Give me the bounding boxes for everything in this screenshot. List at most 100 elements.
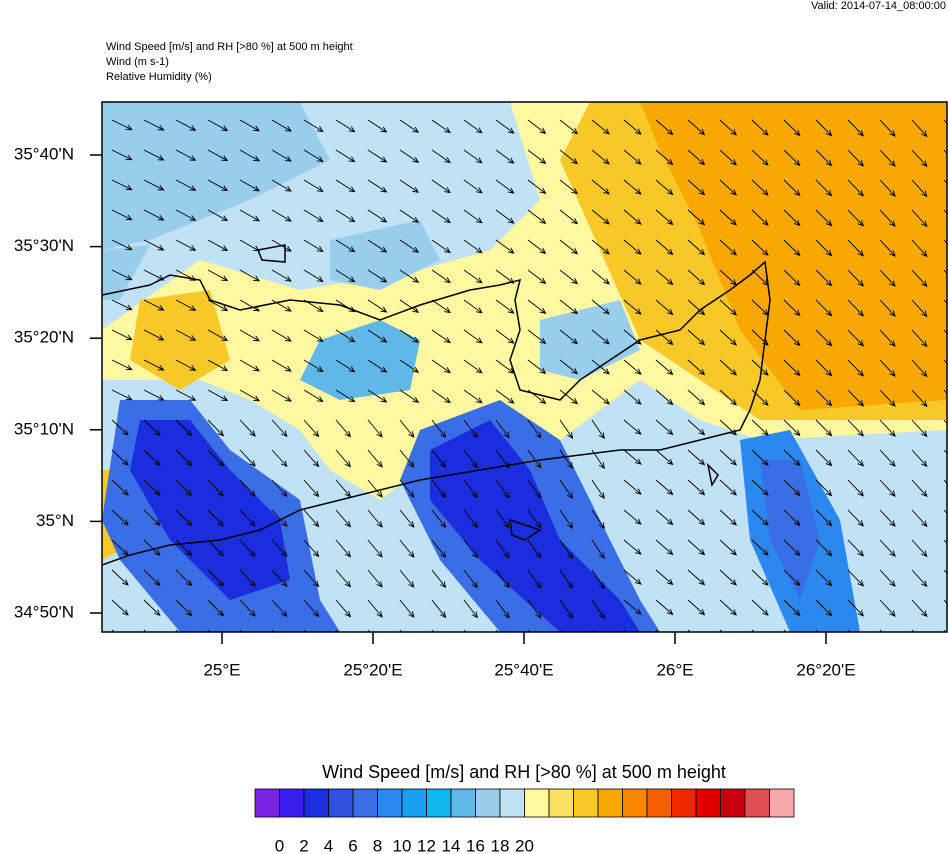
wind-arrow bbox=[463, 539, 478, 559]
wind-arrow bbox=[463, 269, 483, 284]
wind-arrow bbox=[559, 599, 574, 619]
colorbar-label: 14 bbox=[442, 836, 461, 854]
wind-arrow bbox=[207, 389, 229, 402]
wind-arrow bbox=[399, 269, 420, 283]
wind-arrow bbox=[687, 509, 706, 526]
colorbar-label: 6 bbox=[348, 836, 357, 854]
wind-arrow bbox=[751, 179, 769, 196]
wind-arrow bbox=[495, 119, 515, 134]
colorbar-label: 8 bbox=[373, 836, 382, 854]
wind-arrow bbox=[719, 599, 737, 616]
wind-arrow bbox=[591, 419, 605, 440]
wind-arrow bbox=[687, 389, 706, 406]
wind-arrow bbox=[399, 149, 420, 163]
wind-arrow bbox=[815, 539, 833, 557]
wind-arrow bbox=[687, 119, 706, 136]
wind-arrow bbox=[463, 599, 478, 619]
wind-arrow bbox=[591, 389, 610, 405]
wind-arrow bbox=[847, 209, 865, 227]
wind-arrow bbox=[655, 599, 674, 616]
wind-arrow bbox=[399, 599, 415, 618]
wind-arrow bbox=[111, 359, 133, 371]
colorbar-box bbox=[254, 788, 280, 818]
wind-arrow bbox=[175, 359, 197, 371]
colorbar-label: 18 bbox=[491, 836, 510, 854]
wind-arrow bbox=[815, 569, 833, 587]
wind-arrow bbox=[111, 509, 129, 526]
wind-arrow bbox=[303, 509, 320, 528]
wind-arrow bbox=[431, 359, 451, 374]
wind-arrow bbox=[463, 149, 483, 164]
wind-arrow bbox=[527, 269, 547, 284]
wind-arrow bbox=[143, 509, 161, 527]
wind-arrow bbox=[335, 419, 352, 438]
wind-arrow bbox=[879, 329, 896, 347]
wind-arrow bbox=[783, 269, 801, 287]
wind-arrow bbox=[655, 419, 674, 436]
wind-arrow bbox=[847, 599, 865, 617]
wind-arrow bbox=[367, 539, 383, 558]
wind-arrow bbox=[399, 419, 415, 438]
wind-arrow bbox=[719, 479, 737, 496]
wind-arrow bbox=[623, 539, 642, 555]
wind-arrow bbox=[271, 359, 292, 372]
wind-arrow bbox=[399, 479, 415, 498]
wind-arrow bbox=[175, 389, 197, 401]
lon-label: 26°E bbox=[656, 660, 693, 679]
wind-arrow bbox=[303, 239, 324, 252]
wind-arrow bbox=[303, 209, 324, 222]
wind-arrow bbox=[591, 569, 605, 590]
wind-arrow bbox=[207, 509, 225, 527]
wind-arrow bbox=[527, 569, 542, 589]
wind-arrow bbox=[399, 299, 420, 313]
wind-arrow bbox=[431, 599, 447, 619]
wind-arrow bbox=[463, 239, 483, 254]
wind-arrow bbox=[207, 539, 225, 557]
wind-arrow bbox=[527, 359, 547, 374]
wind-arrow bbox=[207, 299, 229, 312]
wind-arrow bbox=[335, 239, 356, 253]
wind-arrow bbox=[687, 329, 706, 346]
wind-arrow bbox=[367, 569, 383, 588]
wind-arrow bbox=[431, 329, 451, 344]
wind-arrow bbox=[495, 239, 515, 254]
wind-arrow bbox=[815, 419, 833, 437]
wind-arrow bbox=[399, 359, 420, 373]
wind-arrow bbox=[143, 359, 165, 371]
colorbar-box bbox=[695, 788, 721, 818]
wind-arrow bbox=[847, 389, 865, 407]
wind-arrow bbox=[783, 419, 801, 437]
wind-arrow bbox=[431, 119, 451, 134]
wind-arrow bbox=[655, 119, 674, 136]
wind-arrow bbox=[335, 449, 352, 468]
wind-arrow bbox=[783, 449, 801, 467]
wind-arrow bbox=[751, 209, 769, 226]
wind-arrow bbox=[911, 479, 928, 498]
wind-arrow bbox=[815, 599, 833, 617]
coastline bbox=[102, 244, 771, 566]
wind-arrow bbox=[175, 209, 197, 221]
wind-arrow bbox=[399, 179, 420, 193]
wind-arrow bbox=[655, 569, 674, 586]
lon-label: 25°20'E bbox=[343, 660, 402, 679]
wind-arrow bbox=[559, 509, 574, 529]
wind-arrow bbox=[143, 149, 165, 161]
colorbar-label: 2 bbox=[299, 836, 308, 854]
wind-arrow bbox=[271, 329, 292, 342]
wind-arrow bbox=[559, 449, 574, 469]
map-field bbox=[102, 102, 947, 632]
wind-arrow bbox=[431, 269, 451, 284]
wind-arrow bbox=[335, 329, 356, 343]
wind-arrow bbox=[303, 599, 320, 618]
wind-arrow bbox=[751, 419, 769, 436]
colorbar-title: Wind Speed [m/s] and RH [>80 %] at 500 m… bbox=[322, 762, 726, 782]
wind-arrow bbox=[431, 179, 451, 194]
lon-axis: 25°E 25°20'E 25°40'E 26°E 26°20'E bbox=[203, 632, 856, 679]
valid-time: Valid: 2014-07-14_08:00:00 bbox=[811, 0, 946, 12]
wind-arrow bbox=[239, 149, 261, 162]
colorbar-box bbox=[279, 788, 305, 818]
wind-arrow bbox=[879, 299, 896, 317]
wind-arrow bbox=[783, 359, 801, 377]
wind-arrow bbox=[431, 419, 447, 439]
